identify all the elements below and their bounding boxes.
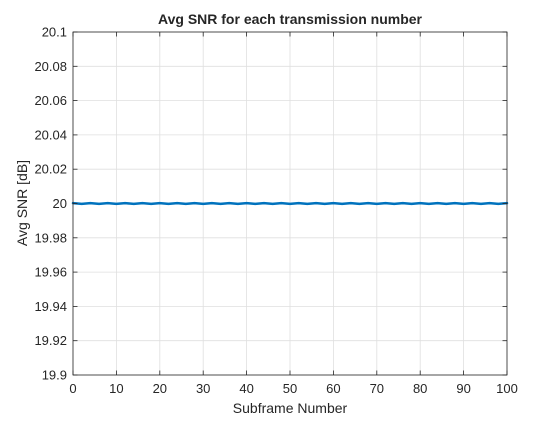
x-tick-label: 60 [326, 381, 340, 396]
y-tick-label: 20.04 [34, 127, 67, 142]
x-tick-label: 40 [239, 381, 253, 396]
y-axis-label: Avg SNR [dB] [14, 160, 30, 246]
x-tick-label: 70 [370, 381, 384, 396]
y-tick-label: 20.08 [34, 59, 67, 74]
y-tick-label: 19.9 [42, 368, 67, 383]
y-tick-label: 20.02 [34, 162, 67, 177]
y-tick-label: 19.92 [34, 333, 67, 348]
ticks [72, 31, 508, 376]
x-tick-label: 20 [153, 381, 167, 396]
x-tick-label: 90 [456, 381, 470, 396]
y-tick-label: 20.06 [34, 93, 67, 108]
series-layer [71, 201, 509, 206]
x-tick-label: 10 [109, 381, 123, 396]
x-tick-label: 0 [69, 381, 76, 396]
series-line [71, 201, 509, 206]
x-tick-label: 50 [283, 381, 297, 396]
y-tick-label: 20.1 [42, 25, 67, 40]
y-tick-label: 19.96 [34, 265, 67, 280]
y-tick-label: 19.98 [34, 230, 67, 245]
x-tick-label: 30 [196, 381, 210, 396]
x-tick-label: 100 [496, 381, 518, 396]
chart-title: Avg SNR for each transmission number [158, 11, 423, 27]
x-tick-label: 80 [413, 381, 427, 396]
tick-labels: 0 10 20 30 40 50 60 70 80 90 100 19.9 19.92 19.94 19.9… [34, 25, 517, 397]
x-axis-label: Subframe Number [233, 400, 348, 416]
y-tick-label: 20 [53, 196, 67, 211]
y-tick-label: 19.94 [34, 299, 67, 314]
